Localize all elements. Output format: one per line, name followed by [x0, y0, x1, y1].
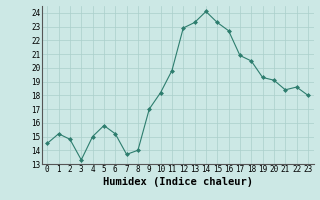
X-axis label: Humidex (Indice chaleur): Humidex (Indice chaleur)	[103, 177, 252, 187]
